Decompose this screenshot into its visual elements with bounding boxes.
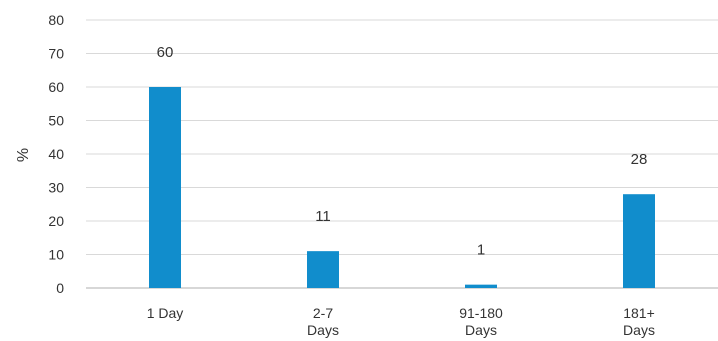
y-tick-label: 40 <box>48 146 64 162</box>
y-axis-title: % <box>15 148 32 162</box>
data-label: 28 <box>631 151 648 168</box>
x-axis-ticks: 1 Day 2-7 Days 91-180 Days 181+ Days <box>147 305 655 338</box>
data-label: 60 <box>157 44 174 61</box>
y-axis-ticks: 0 10 20 30 40 50 60 70 80 <box>48 12 64 296</box>
x-tick-label: 181+ Days <box>623 305 655 338</box>
y-tick-label: 0 <box>56 280 64 296</box>
y-tick-label: 10 <box>48 247 64 263</box>
data-label: 11 <box>315 208 331 225</box>
x-tick-label: 2-7 Days <box>307 305 339 338</box>
x-tick-label: 1 Day <box>147 305 184 321</box>
bar <box>623 194 655 288</box>
y-tick-label: 80 <box>48 12 64 28</box>
data-label: 1 <box>477 242 485 259</box>
bar <box>149 87 181 288</box>
bar <box>307 251 339 288</box>
y-tick-label: 60 <box>48 79 64 95</box>
y-tick-label: 20 <box>48 213 64 229</box>
gridlines <box>86 19 718 289</box>
y-tick-label: 50 <box>48 113 64 129</box>
y-tick-label: 70 <box>48 46 64 62</box>
bar <box>465 284 497 288</box>
y-tick-label: 30 <box>48 180 64 196</box>
x-tick-label: 91-180 Days <box>459 305 503 338</box>
bars <box>149 87 655 288</box>
